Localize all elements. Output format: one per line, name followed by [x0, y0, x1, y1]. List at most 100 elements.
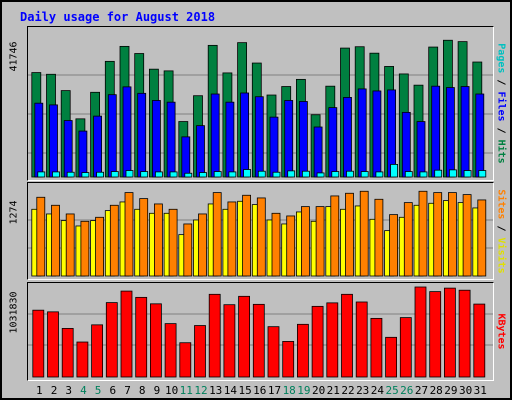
bar-kbytes-day-20: [311, 305, 324, 378]
bar-sites-day-4: [80, 220, 90, 277]
legend-hits: Hits: [495, 139, 507, 164]
bar-kbytes-day-29: [443, 287, 456, 378]
legend-separator: /: [495, 73, 507, 92]
bar-kbytes-day-5: [91, 324, 103, 378]
x-tick-label: 14: [223, 384, 238, 397]
bar-sites-day-6: [109, 204, 119, 277]
bar-sites-day-30: [462, 194, 472, 277]
bar-pages-day-13: [213, 171, 222, 178]
bar-kbytes-day-19: [296, 323, 309, 378]
x-tick-label: 21: [326, 384, 340, 397]
x-tick-label: 12: [194, 384, 208, 397]
bar-sites-day-19: [300, 206, 310, 277]
legend-kbytes: KBytes: [495, 313, 507, 350]
legend-files: Files: [495, 91, 507, 122]
bar-sites-day-18: [286, 215, 296, 277]
x-tick-label: 19: [297, 384, 311, 397]
bar-pages-day-26: [404, 171, 413, 178]
bar-pages-day-9: [155, 171, 163, 178]
bar-sites-day-1: [36, 196, 46, 277]
legend-sites: Sites: [495, 188, 507, 219]
bar-files-day-2: [49, 104, 58, 178]
bar-sites-day-15: [242, 194, 252, 277]
bar-sites-day-11: [183, 223, 193, 277]
bar-kbytes-day-28: [429, 291, 442, 378]
bar-files-day-30: [460, 86, 470, 178]
bar-sites-day-22: [345, 192, 354, 277]
x-tick-label: 7: [124, 384, 131, 397]
legend-visits: Visits: [495, 237, 507, 274]
bar-files-day-25: [387, 89, 397, 178]
bar-pages-day-2: [52, 171, 60, 178]
x-tick-label: 28: [429, 384, 443, 397]
bar-kbytes-day-16: [252, 303, 265, 378]
bar-kbytes-day-14: [223, 304, 236, 378]
bar-pages-day-25: [390, 164, 399, 178]
kbytes-ymax-label: 1031830: [8, 290, 20, 334]
bar-pages-day-28: [434, 169, 443, 178]
bar-kbytes-day-23: [355, 301, 368, 378]
x-tick-label: 25: [385, 384, 399, 397]
bar-kbytes-day-17: [267, 326, 280, 378]
bar-pages-day-4: [81, 172, 90, 178]
bar-kbytes-day-7: [120, 290, 133, 378]
kbytes-panel: [27, 282, 494, 381]
bar-kbytes-day-22: [341, 293, 353, 378]
x-tick-label: 27: [414, 384, 429, 397]
bar-sites-day-9: [154, 203, 163, 277]
bar-sites-day-8: [139, 198, 149, 277]
x-tick-label: 23: [356, 384, 370, 397]
bar-sites-day-13: [212, 192, 222, 277]
bar-pages-day-11: [184, 172, 193, 178]
x-tick-label: 31: [473, 384, 487, 397]
bar-pages-day-30: [463, 170, 472, 178]
bar-kbytes-day-13: [208, 293, 221, 378]
x-tick-label: 2: [50, 384, 58, 397]
bar-sites-day-25: [389, 214, 399, 277]
bar-kbytes-day-15: [238, 295, 251, 378]
bar-pages-day-31: [478, 170, 487, 178]
bar-pages-day-12: [199, 172, 207, 178]
x-tick-label: 8: [138, 384, 146, 397]
bar-sites-day-21: [330, 195, 340, 277]
x-tick-label: 6: [109, 384, 117, 397]
bar-pages-day-19: [301, 170, 310, 178]
bar-kbytes-day-21: [326, 302, 339, 378]
bar-kbytes-day-3: [61, 328, 74, 378]
x-tick-label: 10: [164, 384, 179, 397]
bar-kbytes-day-24: [370, 317, 383, 378]
bar-files-day-9: [152, 100, 161, 178]
x-tick-label: 29: [444, 384, 458, 397]
bar-pages-day-20: [316, 172, 325, 178]
bar-sites-day-26: [403, 202, 413, 277]
bar-sites-day-27: [418, 190, 428, 277]
bar-files-day-26: [401, 111, 411, 178]
bar-pages-day-15: [243, 169, 252, 178]
x-tick-label: 9: [153, 384, 161, 397]
bar-sites-day-28: [433, 192, 443, 277]
bar-sites-day-31: [477, 199, 487, 277]
x-tick-label: 15: [238, 384, 252, 397]
bar-files-day-23: [357, 88, 367, 178]
bar-sites-day-16: [256, 197, 266, 277]
hits-files-pages-panel: [27, 26, 494, 181]
x-tick-label: 24: [370, 384, 385, 397]
bar-files-day-27: [416, 121, 426, 178]
bar-pages-day-16: [257, 170, 266, 178]
bar-kbytes-day-30: [458, 289, 471, 378]
bar-files-day-24: [372, 90, 382, 178]
visits-sites-plot: [28, 190, 493, 277]
bar-files-day-17: [269, 116, 279, 178]
bar-files-day-15: [240, 92, 250, 178]
bar-files-day-8: [137, 92, 147, 178]
bar-files-day-19: [298, 101, 308, 178]
bar-pages-day-22: [346, 170, 354, 178]
bar-files-day-21: [328, 107, 338, 178]
visits-sites-panel: [27, 182, 494, 280]
bar-pages-day-21: [331, 171, 340, 178]
sites-ymax-label: 1274: [8, 199, 20, 225]
bar-sites-day-5: [95, 216, 104, 277]
legend-pages: Pages: [495, 43, 507, 74]
bar-files-day-6: [107, 94, 117, 178]
